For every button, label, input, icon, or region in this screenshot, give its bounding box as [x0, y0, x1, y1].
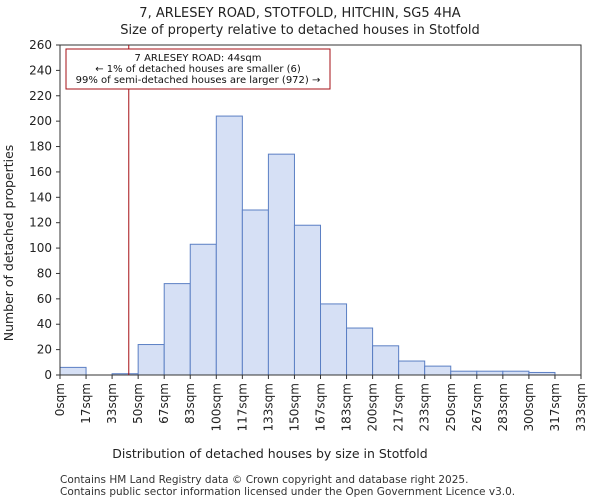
annotation-line-2: ← 1% of detached houses are smaller (6)	[95, 64, 301, 75]
bars-group	[59, 115, 556, 376]
bar-117sqm	[241, 209, 269, 376]
x-tick-label: 150sqm	[287, 383, 301, 431]
bar-67sqm	[163, 283, 191, 376]
bar-150sqm	[293, 224, 322, 376]
y-tick-label: 80	[37, 266, 52, 280]
bar-233sqm	[424, 365, 452, 376]
x-axis-label: Distribution of detached houses by size …	[112, 446, 427, 461]
x-tick-label: 33sqm	[105, 383, 119, 424]
y-tick-label: 0	[44, 368, 52, 382]
y-tick-label: 120	[29, 216, 52, 230]
x-tick-label: 250sqm	[444, 383, 458, 431]
x-tick-label: 133sqm	[261, 383, 275, 431]
footer-line-2: Contains public sector information licen…	[60, 486, 515, 498]
x-tick-label: 283sqm	[496, 383, 510, 431]
y-tick-label: 20	[37, 343, 52, 357]
y-tick-label: 140	[29, 190, 52, 204]
bar-283sqm	[502, 370, 530, 376]
annotation-line-3: 99% of semi-detached houses are larger (…	[76, 75, 321, 86]
y-tick-label: 40	[37, 317, 52, 331]
chart-subtitle: Size of property relative to detached ho…	[120, 23, 480, 38]
x-tick-label: 50sqm	[131, 383, 145, 424]
plot-frame	[59, 44, 582, 376]
bar-183sqm	[346, 327, 374, 376]
annotation-line-1: 7 ARLESEY ROAD: 44sqm	[135, 53, 262, 64]
x-axis: 0sqm 17sqm 33sqm 50sqm 67sqm 83sqm 100sqm 117sq…	[53, 375, 588, 431]
y-axis-label: Number of detached properties	[1, 145, 16, 342]
y-tick-label: 160	[29, 165, 52, 179]
y-tick-label: 220	[29, 89, 52, 103]
x-tick-label: 117sqm	[235, 383, 249, 431]
bar-267sqm	[476, 370, 504, 376]
bar-167sqm	[320, 303, 348, 376]
x-tick-label: 300sqm	[522, 383, 536, 431]
x-tick-label: 317sqm	[548, 383, 562, 431]
x-tick-label: 17sqm	[79, 383, 93, 424]
x-tick-label: 83sqm	[183, 383, 197, 424]
bar-100sqm	[215, 115, 243, 376]
x-tick-label: 233sqm	[418, 383, 432, 431]
bar-83sqm	[189, 243, 217, 376]
x-tick-label: 200sqm	[366, 383, 380, 431]
y-tick-label: 180	[29, 140, 52, 154]
annotation-frame	[65, 48, 331, 90]
y-axis: 0 20 40 60 80 100 120 140 160 180 200 220 240 260	[29, 38, 60, 382]
bar-133sqm	[267, 153, 295, 376]
bar-200sqm	[372, 345, 400, 376]
x-tick-label: 217sqm	[392, 383, 406, 431]
y-tick-label: 260	[29, 38, 52, 52]
bar-217sqm	[398, 360, 426, 376]
bar-0sqm	[59, 366, 87, 376]
x-tick-label: 167sqm	[314, 383, 328, 431]
y-tick-label: 240	[29, 63, 52, 77]
bar-250sqm	[450, 370, 478, 376]
x-tick-label: 183sqm	[340, 383, 354, 431]
x-tick-label: 67sqm	[157, 383, 171, 424]
y-tick-label: 100	[29, 241, 52, 255]
chart-title: 7, ARLESEY ROAD, STOTFOLD, HITCHIN, SG5 …	[139, 6, 460, 21]
footer-line-1: Contains HM Land Registry data © Crown c…	[60, 474, 468, 486]
y-tick-label: 60	[37, 292, 52, 306]
bar-50sqm	[137, 344, 165, 376]
x-tick-label: 267sqm	[470, 383, 484, 431]
y-tick-label: 200	[29, 114, 52, 128]
x-tick-label: 333sqm	[574, 383, 588, 431]
annotation-box: 7 ARLESEY ROAD: 44sqm ← 1% of detached h…	[65, 48, 331, 90]
x-tick-label: 100sqm	[209, 383, 223, 431]
x-tick-label: 0sqm	[53, 383, 67, 416]
